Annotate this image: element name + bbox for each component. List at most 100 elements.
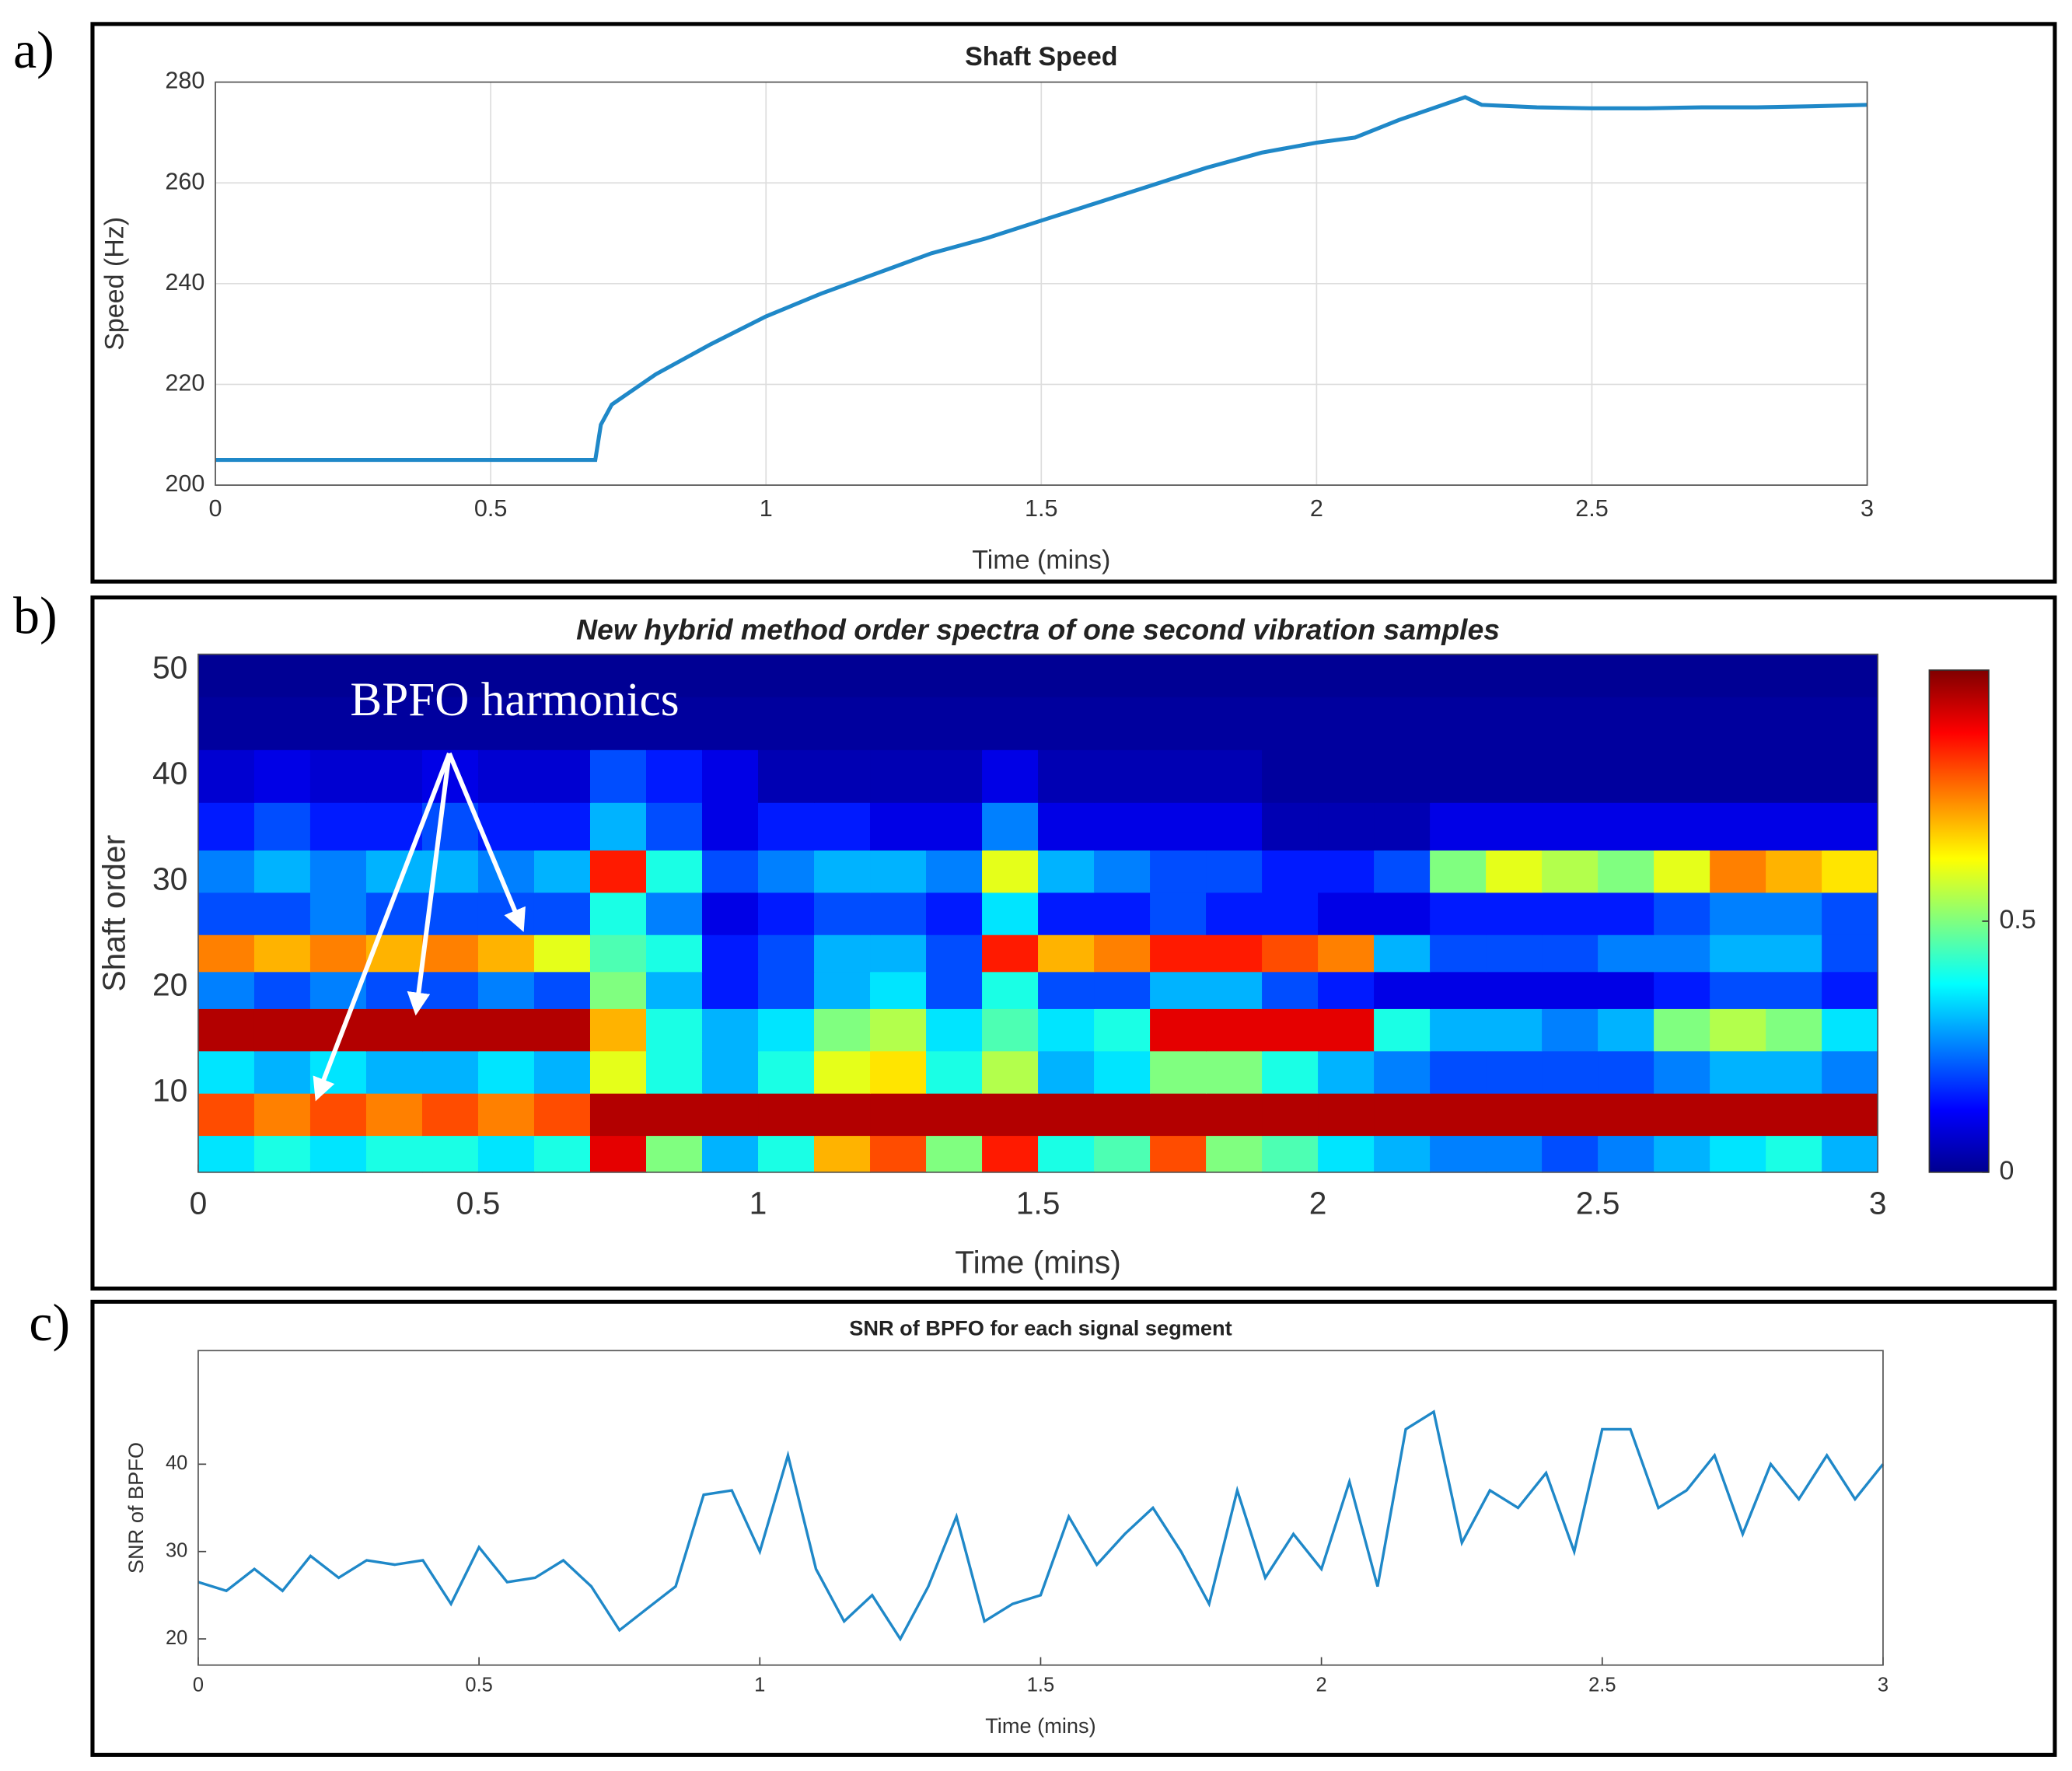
heat-cell <box>1318 802 1375 851</box>
heat-cell <box>1486 802 1543 851</box>
heat-cell <box>758 1050 815 1094</box>
heat-cell <box>1654 654 1710 697</box>
heat-cell <box>1374 892 1431 935</box>
heat-cell <box>982 892 1039 935</box>
heat-cell <box>814 749 871 803</box>
heat-cell <box>197 802 255 851</box>
heat-cell <box>253 971 311 1009</box>
y-tick-label: 10 <box>152 1073 187 1109</box>
heat-cell <box>1206 696 1263 750</box>
heat-cell <box>365 1050 423 1094</box>
heat-cell <box>758 749 815 803</box>
heat-cell <box>533 971 591 1009</box>
heat-cell <box>1822 1008 1879 1052</box>
heat-cell <box>197 1092 255 1137</box>
heat-cell <box>1038 696 1095 750</box>
heat-cell <box>814 802 871 851</box>
heat-cell <box>758 892 815 935</box>
heat-cell <box>1150 850 1207 893</box>
x-axis-label: Time (mins) <box>955 1245 1121 1280</box>
x-tick-label: 0.5 <box>474 495 508 522</box>
heat-cell <box>1654 1135 1710 1173</box>
heat-cell <box>926 1092 983 1137</box>
y-tick-label: 30 <box>152 861 187 897</box>
heat-cell <box>1374 934 1431 973</box>
heat-cell <box>1710 1050 1766 1094</box>
panel-label: a) <box>13 20 54 79</box>
heat-cell <box>1038 850 1095 893</box>
y-tick-label: 280 <box>165 68 204 94</box>
heat-cell <box>533 749 591 803</box>
heat-cell <box>982 1050 1039 1094</box>
colorbar-tick-label: 0.5 <box>2000 905 2036 934</box>
heat-cell <box>982 1008 1039 1052</box>
heat-cell <box>1374 850 1431 893</box>
heat-cell <box>1430 1050 1487 1094</box>
heat-cell <box>1094 749 1151 803</box>
heat-cell <box>645 892 703 935</box>
heat-cell <box>982 850 1039 893</box>
heat-cell <box>1094 1092 1151 1137</box>
heat-cell <box>645 1092 703 1137</box>
y-tick-label: 50 <box>152 650 187 686</box>
heat-cell <box>1150 1050 1207 1094</box>
heat-cell <box>1318 1008 1375 1052</box>
heat-cell <box>645 802 703 851</box>
heat-cell <box>702 971 759 1009</box>
heat-cell <box>982 749 1039 803</box>
heat-cell <box>1486 850 1543 893</box>
heat-cell <box>1710 654 1766 697</box>
heat-cell <box>645 1135 703 1173</box>
heat-cell <box>1262 1008 1319 1052</box>
y-tick-label: 40 <box>152 756 187 791</box>
heat-cell <box>645 1008 703 1052</box>
x-tick-label: 2.5 <box>1575 495 1609 522</box>
heat-cell <box>477 934 535 973</box>
heat-cell <box>1654 802 1710 851</box>
heat-cell <box>1654 696 1710 750</box>
heat-cell <box>253 1008 311 1052</box>
heat-cell <box>197 1008 255 1052</box>
heat-cell <box>309 1092 367 1137</box>
heat-cell <box>870 892 927 935</box>
heat-cell <box>1822 1092 1879 1137</box>
heat-cell <box>197 934 255 973</box>
heat-cell <box>253 802 311 851</box>
heat-cell <box>1094 654 1151 697</box>
heat-cell <box>926 971 983 1009</box>
annotation: BPFO harmonics <box>350 673 679 726</box>
chart-title: Shaft Speed <box>965 42 1117 72</box>
heat-cell <box>197 850 255 893</box>
heat-cell <box>1710 850 1766 893</box>
heat-cell <box>1206 971 1263 1009</box>
heat-cell <box>758 971 815 1009</box>
heat-cell <box>1318 1092 1375 1137</box>
x-tick-label: 2.5 <box>1576 1185 1620 1221</box>
heat-cell <box>253 749 311 803</box>
heat-cell <box>645 1050 703 1094</box>
heat-cell <box>1206 1135 1263 1173</box>
heat-cell <box>365 1008 423 1052</box>
heat-cell <box>645 696 703 750</box>
y-tick-label: 240 <box>165 269 204 295</box>
heat-cell <box>1150 802 1207 851</box>
heat-cell <box>309 850 367 893</box>
heat-cell <box>197 1135 255 1173</box>
heat-cell <box>1822 934 1879 973</box>
heat-cell <box>982 654 1039 697</box>
heat-cell <box>1206 850 1263 893</box>
heat-cell <box>421 696 479 750</box>
y-axis-label: SNR of BPFO <box>124 1442 148 1574</box>
heat-cell <box>1374 1008 1431 1052</box>
heat-cell <box>1822 1135 1879 1173</box>
heat-cell <box>1766 654 1822 697</box>
heat-cell <box>1038 1135 1095 1173</box>
heat-cell <box>1262 934 1319 973</box>
heat-cell <box>1822 850 1879 893</box>
heat-cell <box>1094 696 1151 750</box>
heat-cell <box>1262 850 1319 893</box>
heat-cell <box>197 971 255 1009</box>
heat-cell <box>1766 1092 1822 1137</box>
heat-cell <box>589 654 647 697</box>
colorbar <box>1928 669 1990 1173</box>
